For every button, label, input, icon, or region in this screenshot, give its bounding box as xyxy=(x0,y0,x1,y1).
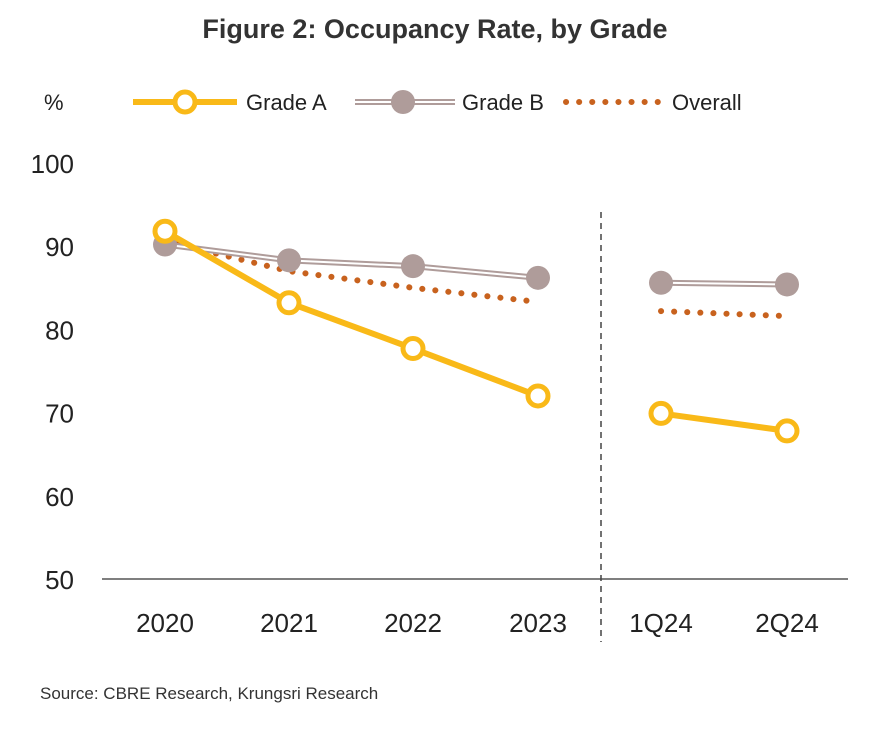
x-tick-label: 2Q24 xyxy=(755,608,819,638)
legend-label-grade-b: Grade B xyxy=(462,90,544,115)
series-layer xyxy=(152,218,800,444)
x-tick-labels: 2020 2021 2022 2023 1Q24 2Q24 xyxy=(136,608,819,638)
chart-title: Figure 2: Occupancy Rate, by Grade xyxy=(202,14,668,44)
data-point-grade-a xyxy=(276,290,302,316)
data-point-grade-a xyxy=(152,218,178,244)
y-tick-labels: 50 60 70 80 90 100 xyxy=(31,149,74,595)
series-line-grade-b-inner xyxy=(164,243,539,279)
y-tick-label: 90 xyxy=(45,232,74,262)
y-tick-label: 80 xyxy=(45,315,74,345)
data-point-grade-a xyxy=(648,400,674,426)
x-tick-label: 2020 xyxy=(136,608,194,638)
x-tick-label: 2022 xyxy=(384,608,442,638)
legend-label-overall: Overall xyxy=(672,90,742,115)
series-line-grade-a xyxy=(660,410,788,434)
x-tick-label: 2021 xyxy=(260,608,318,638)
x-tick-label: 1Q24 xyxy=(629,608,693,638)
data-point-grade-b xyxy=(277,248,301,273)
data-point-grade-a xyxy=(400,336,426,362)
y-tick-label: 100 xyxy=(31,149,74,179)
data-point-grade-b xyxy=(526,265,550,290)
legend-marker-grade-b xyxy=(391,90,415,114)
data-point-grade-a xyxy=(774,418,800,444)
legend-marker-grade-a xyxy=(172,89,198,115)
y-tick-label: 50 xyxy=(45,565,74,595)
source-note: Source: CBRE Research, Krungsri Research xyxy=(40,684,379,703)
legend-label-grade-a: Grade A xyxy=(246,90,327,115)
series-line-grade-a xyxy=(163,228,540,399)
data-point-grade-b xyxy=(649,270,673,295)
y-tick-label: 70 xyxy=(45,399,74,429)
data-point-grade-a xyxy=(525,383,551,409)
y-axis-label: % xyxy=(44,90,64,115)
x-tick-label: 2023 xyxy=(509,608,567,638)
y-tick-label: 60 xyxy=(45,482,74,512)
data-point-grade-b xyxy=(401,254,425,279)
series-line-overall xyxy=(658,308,790,320)
legend: Grade A Grade B Overall xyxy=(133,89,742,115)
data-point-grade-b xyxy=(775,272,799,297)
series-line-grade-b-inner xyxy=(660,281,788,286)
series-line-overall xyxy=(162,238,541,305)
